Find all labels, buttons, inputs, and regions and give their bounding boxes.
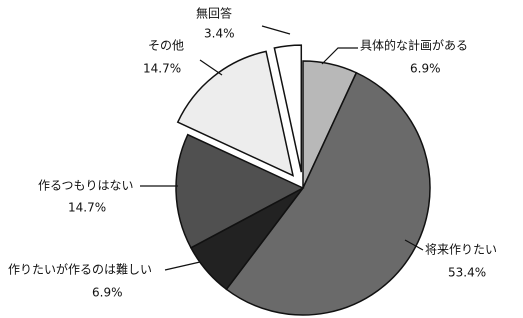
slice-label: 将来作りたい (425, 243, 497, 257)
slice-label: 作りたいが作るのは難しい (8, 262, 152, 277)
slice-value-label: 3.4% (204, 27, 235, 41)
slice-label: その他 (148, 39, 184, 53)
slice-value-label: 6.9% (92, 286, 123, 300)
leader-line (404, 239, 424, 251)
slice-value-label: 14.7% (143, 62, 181, 76)
leader-line (321, 47, 358, 65)
leader-line (199, 59, 223, 76)
slice-label: 具体的な計画がある (360, 38, 468, 53)
pie-slice (175, 133, 305, 249)
pie-slice (273, 44, 303, 173)
leader-line (164, 261, 201, 271)
pie-slice (176, 50, 295, 177)
leader-line (261, 25, 291, 35)
slice-value-label: 6.9% (410, 62, 441, 76)
slice-value-label: 14.7% (68, 201, 106, 215)
slice-label: 無回答 (196, 6, 232, 21)
pie-slice (225, 71, 431, 316)
slice-value-label: 53.4% (448, 266, 486, 280)
slice-label: 作るつもりはない (38, 179, 134, 193)
